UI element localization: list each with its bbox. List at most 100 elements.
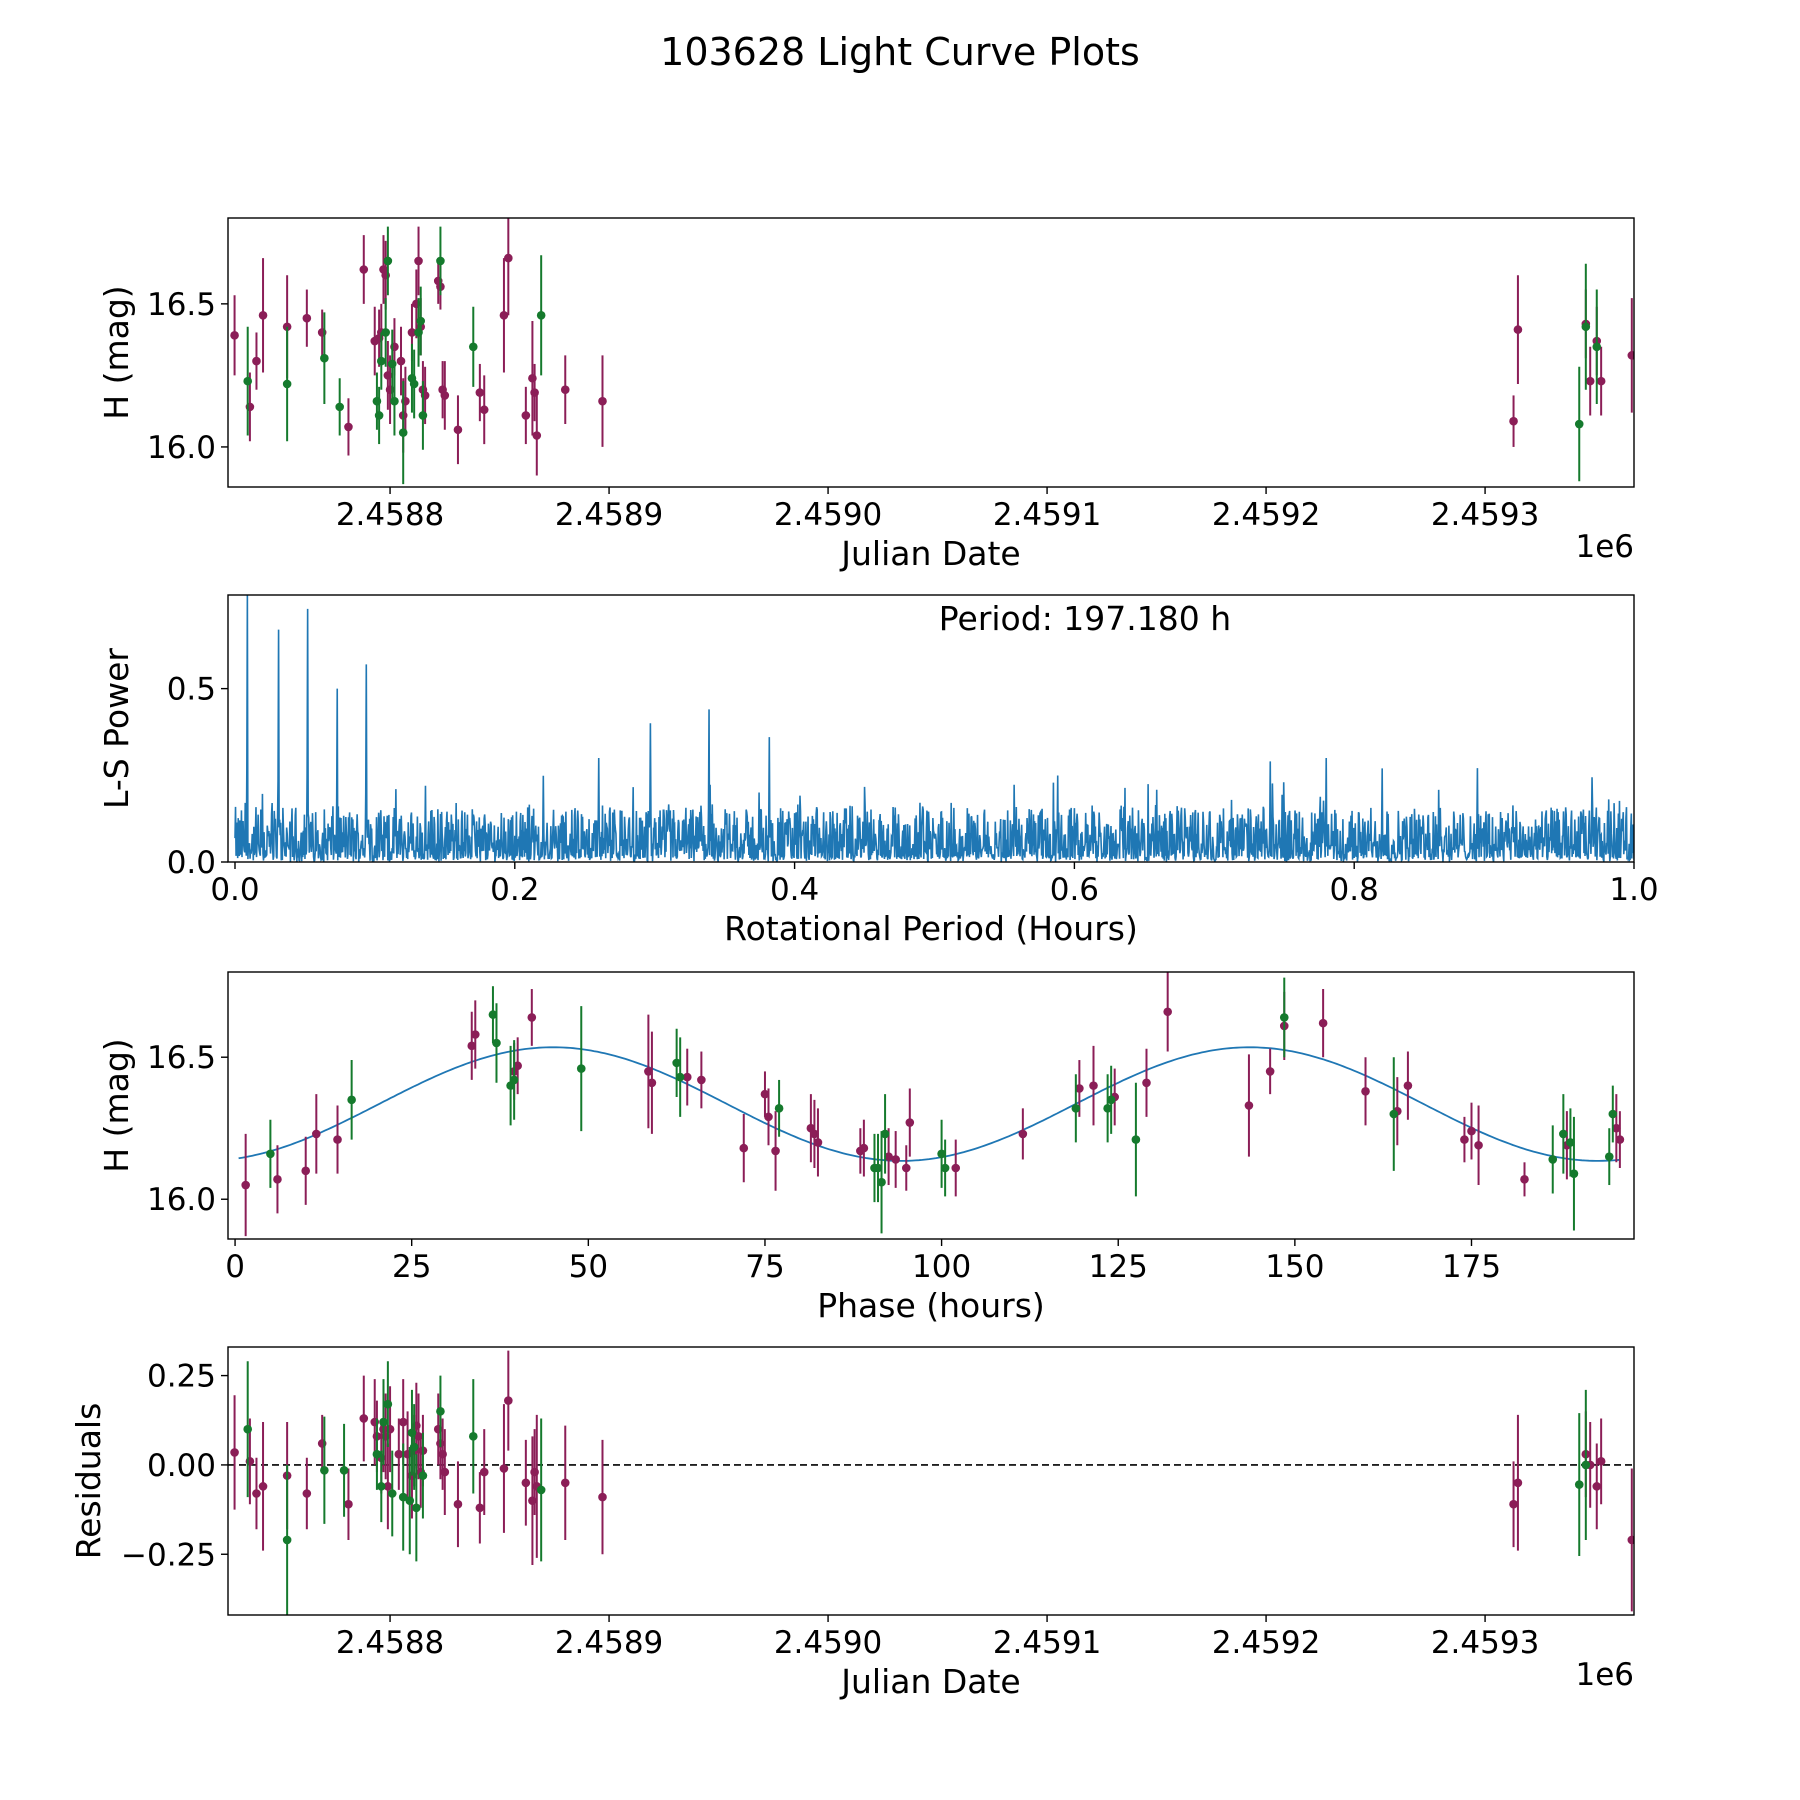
data-point <box>1548 1155 1558 1164</box>
data-point <box>470 1030 480 1039</box>
data-point <box>521 411 531 420</box>
data-point <box>394 1449 404 1459</box>
data-point <box>1604 1152 1614 1161</box>
data-point <box>468 1432 478 1441</box>
data-point <box>377 1482 386 1491</box>
data-point <box>1279 1013 1289 1022</box>
data-point <box>396 356 406 366</box>
data-point <box>398 1417 408 1427</box>
data-point <box>416 316 426 326</box>
data-point <box>475 388 485 397</box>
data-point <box>1389 1109 1399 1119</box>
y-axis-label: H (mag) <box>97 285 136 419</box>
data-point <box>1142 1078 1151 1088</box>
data-point <box>302 1489 312 1498</box>
data-point <box>951 1163 961 1173</box>
data-point <box>1075 1084 1084 1093</box>
x-tick-label: 0.0 <box>210 872 259 908</box>
data-point <box>739 1143 749 1153</box>
data-point <box>1581 322 1591 332</box>
x-tick-label: 0.2 <box>490 872 539 908</box>
x-tick-label: 50 <box>569 1249 608 1285</box>
data-point <box>243 1424 253 1434</box>
data-point <box>453 1499 463 1509</box>
data-point <box>499 1464 509 1473</box>
data-point <box>527 1013 537 1022</box>
data-point <box>418 1471 428 1480</box>
data-point <box>1163 1007 1172 1017</box>
data-point <box>672 1058 681 1068</box>
data-point <box>418 411 428 420</box>
data-point <box>810 1129 819 1139</box>
x-tick-label: 75 <box>745 1249 784 1285</box>
data-point <box>405 1496 415 1505</box>
x-tick-label: 0.8 <box>1330 872 1379 908</box>
data-point <box>530 388 539 397</box>
data-point <box>509 1075 519 1085</box>
data-point <box>1574 1480 1584 1489</box>
y-tick-label: 0.00 <box>147 1448 216 1484</box>
data-point <box>266 1149 275 1159</box>
data-point <box>1318 1018 1328 1028</box>
axes-frame <box>227 217 1635 488</box>
x-tick-label: 2.4590 <box>774 1625 882 1661</box>
data-point <box>1627 1535 1634 1545</box>
data-point <box>499 310 509 320</box>
x-tick-label: 2.4588 <box>336 1625 444 1661</box>
data-point <box>398 428 408 437</box>
data-point <box>647 1078 657 1088</box>
data-point <box>536 1485 546 1495</box>
data-point <box>440 1467 450 1477</box>
x-tick-label: 0.6 <box>1050 872 1099 908</box>
data-point <box>475 1503 485 1513</box>
data-point <box>258 1482 268 1491</box>
data-point <box>774 1104 784 1113</box>
x-axis-label: Phase (hours) <box>817 1286 1045 1325</box>
data-point <box>282 379 292 389</box>
data-point <box>1071 1104 1081 1113</box>
data-point <box>320 1465 329 1475</box>
data-point <box>764 1112 773 1122</box>
x-tick-label: 2.4593 <box>1431 1625 1539 1661</box>
x-offset-label: 1e6 <box>1575 1657 1634 1693</box>
data-point <box>771 1146 780 1156</box>
y-tick-label: 16.0 <box>147 430 216 466</box>
axes-frame <box>227 1346 1635 1616</box>
data-point <box>440 391 450 400</box>
data-point <box>1089 1081 1098 1090</box>
data-point <box>387 1489 397 1498</box>
data-point <box>492 1038 501 1048</box>
data-point <box>333 1135 342 1144</box>
x-tick-label: 2.4589 <box>555 497 663 533</box>
series-magenta <box>241 972 1625 1237</box>
data-point <box>1574 419 1584 429</box>
data-point <box>576 1064 586 1073</box>
x-tick-label: 150 <box>1265 1249 1324 1285</box>
axes-frame <box>227 971 1635 1240</box>
data-point <box>398 1492 408 1502</box>
x-tick-label: 2.4588 <box>336 497 444 533</box>
x-axis-label: Rotational Period (Hours) <box>724 909 1138 948</box>
phased-light-curve-panel: 0 25 50 75 100 125 150 175 16.0 16.5 Phase (hours)… <box>97 971 1635 1325</box>
x-tick-label: 2.4592 <box>1212 1625 1320 1661</box>
data-point <box>467 1041 477 1051</box>
data-point <box>479 405 489 415</box>
data-point <box>359 1414 369 1423</box>
data-point <box>468 342 478 352</box>
x-tick-label: 175 <box>1442 1249 1501 1285</box>
data-point <box>381 328 390 337</box>
data-point <box>536 310 546 320</box>
x-tick-label: 2.4591 <box>993 1625 1101 1661</box>
x-tick-label: 2.4591 <box>993 497 1101 533</box>
data-point <box>1566 1138 1575 1147</box>
data-point <box>390 396 399 406</box>
data-point <box>1559 1129 1568 1139</box>
data-point <box>1615 1135 1625 1144</box>
sinusoid-fit-curve <box>238 1046 1620 1162</box>
x-tick-label: 2.4592 <box>1212 497 1320 533</box>
data-point <box>1106 1095 1116 1105</box>
data-point <box>873 1163 883 1173</box>
data-point <box>1244 1101 1254 1110</box>
plot-area <box>238 972 1625 1237</box>
data-point <box>243 376 253 386</box>
